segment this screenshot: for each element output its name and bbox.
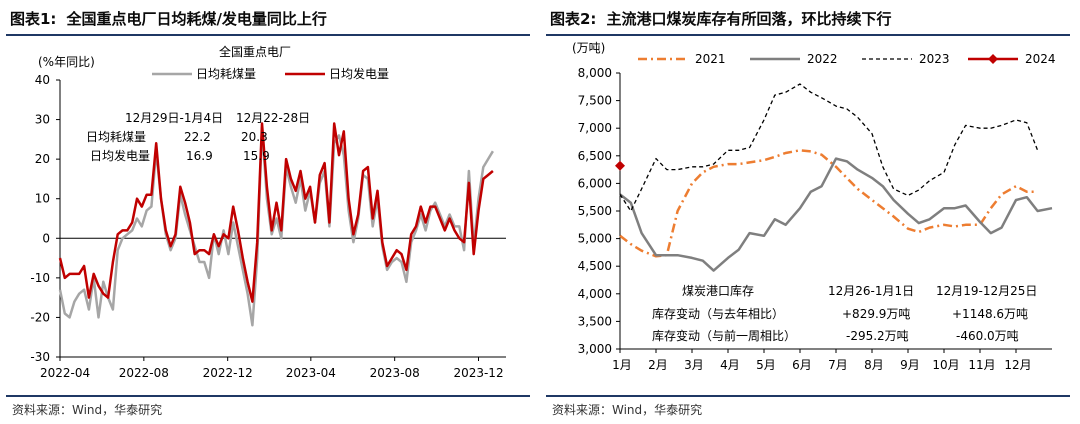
series-line-coal xyxy=(58,126,494,327)
marker-2024 xyxy=(615,160,625,171)
legend-label-2024: 2024 xyxy=(1025,52,1056,66)
source-note: 资料来源：Wind，华泰研究 xyxy=(12,403,163,417)
annotation-value-wow-1: -295.2万吨 xyxy=(846,329,909,343)
y-tick-label: -20 xyxy=(30,310,50,324)
legend-marker-2024 xyxy=(988,54,998,64)
panel-number: 图表1: xyxy=(10,10,57,28)
y-tick-label: 10 xyxy=(35,192,50,206)
x-tick-label: 2022-08 xyxy=(119,366,169,380)
annotation-period-1: 12月29日-1月4日 xyxy=(125,111,223,125)
footer-rule xyxy=(546,395,1070,397)
legend-label-power: 日均发电量 xyxy=(329,66,389,81)
x-tick-label: 4月 xyxy=(720,358,740,372)
y-tick-label: 40 xyxy=(35,73,50,87)
y-tick-label: 5,500 xyxy=(578,204,612,218)
annotation-value-coal-1: 22.2 xyxy=(184,130,211,144)
y-tick-label: -30 xyxy=(30,350,50,364)
y-axis-label: (%年同比) xyxy=(38,55,95,69)
y-tick-label: 4,000 xyxy=(578,287,612,301)
panel-title-text: 主流港口煤炭库存有所回落，环比持续下行 xyxy=(606,10,892,28)
annotation-row-label-coal: 日均耗煤量 xyxy=(86,130,146,144)
y-tick-label: -10 xyxy=(30,271,50,285)
annotation-table: 煤炭港口库存 12月26-1月1日 12月19-12月25日 库存变动（与去年相… xyxy=(652,283,1037,343)
y-tick-label: 0 xyxy=(42,231,50,245)
panel-title-text: 全国重点电厂日均耗煤/发电量同比上行 xyxy=(66,10,327,28)
y-tick-label: 20 xyxy=(35,152,50,166)
annotation-row-label-yoy: 库存变动（与去年相比） xyxy=(652,306,784,321)
axes: 3,000 3,500 4,000 4,500 5,000 5,500 6,000 6,500… xyxy=(578,66,1052,372)
annotation-table: 12月29日-1月4日 12月22-28日 日均耗煤量 22.2 20.3 日均… xyxy=(86,111,310,163)
title-rule xyxy=(6,34,530,36)
y-tick-label: 3,000 xyxy=(578,342,612,356)
y-tick-label: 5,000 xyxy=(578,232,612,246)
y-axis-label: (万吨) xyxy=(572,41,605,55)
x-tick-label: 12月 xyxy=(1004,358,1031,372)
x-tick-label: 9月 xyxy=(900,358,920,372)
chart-title: 全国重点电厂 xyxy=(219,44,291,59)
series-lines xyxy=(615,83,1053,272)
annotation-period-2: 12月22-28日 xyxy=(236,111,310,125)
annotation-value-power-2: 15.9 xyxy=(243,149,270,163)
x-tick-label: 2月 xyxy=(648,358,668,372)
panel-number: 图表2: xyxy=(550,10,597,28)
axes: -30 -20 -10 0 10 20 30 40 2022-04 2022-08 2022-12 2… xyxy=(30,73,506,380)
annotation-row-label-power: 日均发电量 xyxy=(90,148,150,163)
annotation-period-2: 12月19-12月25日 xyxy=(936,284,1037,298)
annotation-value-yoy-1: +829.9万吨 xyxy=(842,307,910,321)
x-tick-label: 1月 xyxy=(612,358,632,372)
chart-panel-left: 图表1: 全国重点电厂日均耗煤/发电量同比上行 全国重点电厂 (%年同比) 日均耗… xyxy=(6,8,530,417)
legend-label-2023: 2023 xyxy=(919,52,950,66)
chart-legend: 日均耗煤量 日均发电量 xyxy=(152,66,389,81)
y-tick-label: 6,000 xyxy=(578,176,612,190)
annotation-value-yoy-2: +1148.6万吨 xyxy=(952,307,1028,321)
coal-power-yoy-chart: 全国重点电厂 (%年同比) 日均耗煤量 日均发电量 -30 -20 -10 0 10 20… xyxy=(30,44,506,380)
x-tick-label: 5月 xyxy=(756,358,776,372)
annotation-value-power-1: 16.9 xyxy=(186,149,213,163)
annotation-value-coal-2: 20.3 xyxy=(241,130,268,144)
legend-label-2021: 2021 xyxy=(695,52,726,66)
y-tick-label: 7,000 xyxy=(578,121,612,135)
x-tick-label: 2023-04 xyxy=(286,366,336,380)
series-line-power xyxy=(58,122,494,303)
series-line-2022 xyxy=(619,157,1053,272)
y-tick-label: 4,500 xyxy=(578,259,612,273)
title-rule xyxy=(546,34,1070,36)
y-tick-label: 7,500 xyxy=(578,94,612,108)
y-tick-label: 8,000 xyxy=(578,66,612,80)
source-note: 资料来源：Wind，华泰研究 xyxy=(552,403,703,417)
annotation-table-title: 煤炭港口库存 xyxy=(682,283,754,298)
y-tick-label: 30 xyxy=(35,113,50,127)
x-tick-label: 2022-04 xyxy=(40,366,90,380)
series-line-2021 xyxy=(619,149,1038,258)
x-tick-label: 2022-12 xyxy=(203,366,253,380)
annotation-value-wow-2: -460.0万吨 xyxy=(956,329,1019,343)
panel-title: 图表2: 主流港口煤炭库存有所回落，环比持续下行 xyxy=(550,8,891,29)
x-tick-label: 8月 xyxy=(864,358,884,372)
panel-title: 图表1: 全国重点电厂日均耗煤/发电量同比上行 xyxy=(10,8,327,29)
annotation-row-label-wow: 库存变动（与前一周相比） xyxy=(652,328,796,343)
y-tick-label: 6,500 xyxy=(578,149,612,163)
x-tick-label: 2023-08 xyxy=(370,366,420,380)
port-coal-inventory-chart: (万吨) 2021 2022 2023 2024 3,000 3,500 4,000… xyxy=(572,41,1056,372)
chart-legend: 2021 2022 2023 2024 xyxy=(638,52,1056,66)
legend-label-2022: 2022 xyxy=(807,52,838,66)
x-tick-label: 11月 xyxy=(968,358,995,372)
chart-panel-right: 图表2: 主流港口煤炭库存有所回落，环比持续下行 (万吨) 2021 2022 2… xyxy=(540,0,1080,424)
annotation-period-1: 12月26-1月1日 xyxy=(828,284,914,298)
footer-rule xyxy=(6,395,530,397)
y-tick-label: 3,500 xyxy=(578,314,612,328)
x-tick-label: 3月 xyxy=(684,358,704,372)
x-tick-label: 6月 xyxy=(792,358,812,372)
x-tick-label: 10月 xyxy=(932,358,959,372)
series-line-2023 xyxy=(619,83,1039,212)
legend-label-coal: 日均耗煤量 xyxy=(196,67,256,81)
x-tick-label: 2023-12 xyxy=(453,366,503,380)
series-lines xyxy=(58,122,494,327)
x-tick-label: 7月 xyxy=(828,358,848,372)
